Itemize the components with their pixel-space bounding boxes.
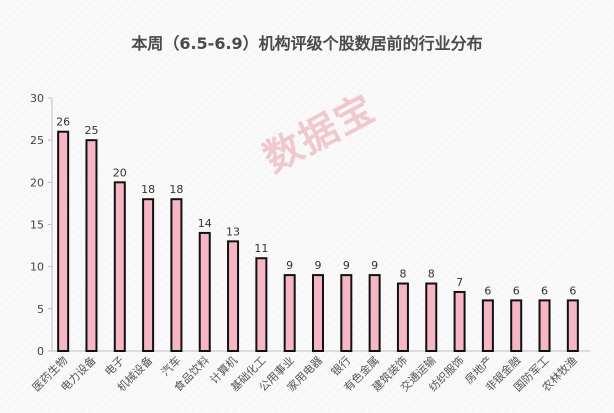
- bar: [312, 274, 324, 353]
- chart-title: 本周（6.5-6.9）机构评级个股数居前的行业分布: [131, 34, 483, 53]
- bar-value-label: 20: [113, 166, 127, 179]
- y-tick-label: 10: [30, 261, 44, 274]
- bar-value-label: 6: [541, 284, 548, 297]
- category-label: 汽车: [158, 353, 183, 378]
- bar: [481, 299, 494, 352]
- bar-value-label: 7: [456, 276, 463, 289]
- bar: [368, 274, 381, 353]
- y-tick-label: 0: [37, 345, 44, 358]
- y-tick-label: 20: [30, 176, 44, 189]
- bar-value-label: 18: [141, 183, 155, 196]
- bar: [510, 299, 523, 352]
- bar-value-label: 8: [399, 268, 406, 281]
- bar-value-label: 9: [286, 259, 293, 272]
- bar-value-label: 9: [315, 259, 322, 272]
- bar-value-label: 9: [343, 259, 350, 272]
- bar-value-label: 14: [198, 217, 212, 230]
- category-label: 银行: [328, 353, 353, 378]
- bar: [425, 282, 438, 352]
- bar: [396, 282, 409, 352]
- bar: [227, 240, 240, 352]
- bar: [85, 139, 98, 352]
- bar: [57, 130, 70, 352]
- bar-value-label: 11: [254, 242, 268, 255]
- bar: [538, 299, 551, 352]
- y-tick-label: 15: [30, 219, 44, 232]
- bar: [340, 274, 353, 353]
- y-tick-label: 25: [30, 134, 44, 147]
- bar: [283, 274, 296, 353]
- bar-value-label: 18: [169, 183, 183, 196]
- bar: [198, 231, 211, 352]
- bar: [255, 257, 268, 353]
- bar-value-label: 6: [513, 284, 520, 297]
- category-label: 电子: [102, 354, 127, 379]
- bar: [566, 299, 579, 352]
- bar-value-label: 26: [56, 116, 70, 129]
- bar: [170, 198, 183, 352]
- y-tick-label: 5: [37, 303, 44, 316]
- bar-value-label: 6: [569, 284, 576, 297]
- bar-value-label: 6: [484, 284, 491, 297]
- bar-value-label: 9: [371, 259, 378, 272]
- bar-value-label: 25: [84, 124, 98, 137]
- bar: [453, 290, 466, 353]
- bar-value-label: 13: [226, 225, 240, 238]
- bar-value-label: 8: [428, 268, 435, 281]
- bar: [113, 181, 126, 352]
- y-tick-label: 30: [30, 92, 44, 105]
- bar: [142, 198, 155, 352]
